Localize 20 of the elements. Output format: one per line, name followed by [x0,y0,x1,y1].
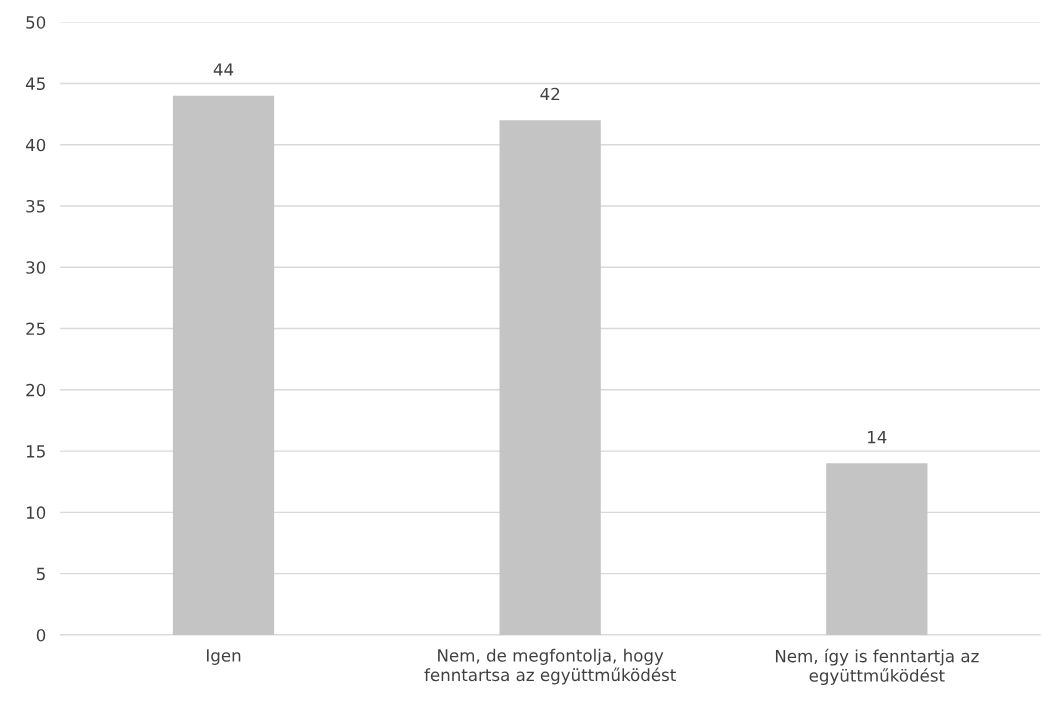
y-tick-label: 10 [26,506,46,519]
bar [172,95,275,635]
bar [499,120,601,635]
x-tick-label: Igen [207,649,241,665]
y-tick-label: 40 [25,138,46,152]
x-tick-label: Nem, de megfontolja, hogy fenntartsa az együttműködést [424,648,676,685]
y-tick-label: 50 [26,16,46,29]
y-tick-label: 20 [26,383,46,397]
x-tick-label: Nem, így is fenntartja az együttműködést [775,648,979,686]
data-label: 44 [213,63,234,76]
y-tick-label: 45 [25,77,45,91]
y-tick-label: 30 [26,261,46,274]
data-label: 14 [868,431,887,444]
y-tick-label: 5 [36,567,45,581]
data-label: 42 [540,87,560,101]
bar [826,463,928,635]
y-tick-label: 25 [26,322,45,336]
y-tick-label: 15 [26,445,45,458]
y-tick-label: 0 [36,628,46,642]
y-tick-label: 35 [26,199,45,213]
